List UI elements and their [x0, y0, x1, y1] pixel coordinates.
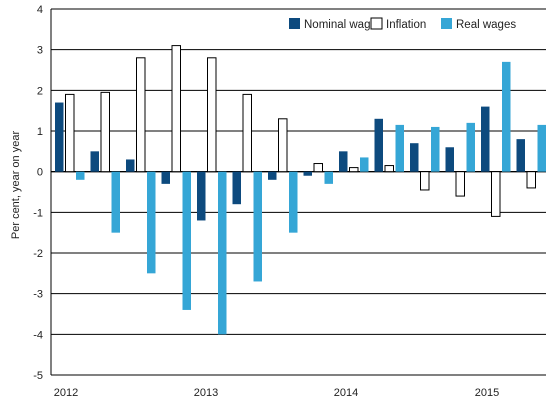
bar-real-wages: [76, 171, 85, 180]
grid: [51, 8, 546, 376]
bar-inflation: [136, 57, 146, 173]
bar-inflation: [349, 167, 359, 173]
legend-swatch: [370, 17, 383, 30]
bar-nominal-wages: [374, 118, 383, 172]
bar-inflation: [171, 45, 181, 173]
x-tick-label: 2015: [475, 387, 499, 399]
axes: 4 3 2 1 0 -1 -2 -3 -4 -5 2012 2013 2014 2015: [33, 4, 499, 399]
bar-nominal-wages: [481, 106, 490, 172]
bar-inflation: [278, 118, 288, 173]
bar-nominal-wages: [197, 171, 206, 221]
bar-real-wages: [253, 171, 262, 282]
y-tick-label: -2: [33, 248, 43, 260]
bar-real-wages: [537, 124, 546, 172]
bar-nominal-wages: [126, 159, 135, 172]
bar-nominal-wages: [445, 147, 454, 172]
y-tick-label: 2: [37, 85, 43, 97]
y-tick-label: -4: [33, 329, 43, 341]
legend-item: Inflation: [370, 17, 426, 31]
bar-real-wages: [395, 124, 404, 172]
bar-inflation: [242, 93, 252, 173]
bar-real-wages: [502, 61, 511, 172]
bar-inflation: [65, 93, 75, 173]
bar-real-wages: [360, 157, 369, 172]
bar-nominal-wages: [232, 171, 241, 205]
bar-inflation: [384, 165, 394, 173]
bar-real-wages: [289, 171, 298, 233]
y-tick-label: -1: [33, 207, 43, 219]
bars: [55, 45, 546, 335]
legend-label: Inflation: [386, 19, 426, 31]
bar-nominal-wages: [268, 171, 277, 180]
bar-nominal-wages: [516, 139, 525, 172]
legend: Nominal wages Inflation Real wages: [289, 17, 516, 31]
bar-nominal-wages: [410, 143, 419, 172]
bar-nominal-wages: [339, 151, 348, 172]
legend-label: Real wages: [456, 19, 516, 31]
bar-inflation: [207, 57, 217, 173]
bar-real-wages: [218, 171, 227, 335]
bar-inflation: [313, 163, 323, 173]
bar-nominal-wages: [90, 151, 99, 172]
x-tick-label: 2013: [194, 387, 218, 399]
bar-inflation: [420, 171, 430, 191]
x-tick-label: 2012: [54, 387, 78, 399]
y-axis-title: Per cent, year on year: [10, 131, 22, 240]
legend-label: Nominal wages: [304, 19, 383, 31]
y-tick-label: -5: [33, 370, 43, 382]
bar-inflation: [455, 171, 465, 197]
y-tick-label: 4: [37, 4, 43, 16]
y-tick-label: 1: [37, 126, 43, 138]
bar-real-wages: [111, 171, 120, 233]
bar-inflation: [100, 91, 110, 173]
y-tick-label: -3: [33, 289, 43, 301]
bar-nominal-wages: [161, 171, 170, 184]
bar-nominal-wages: [55, 102, 64, 172]
legend-swatch: [289, 18, 300, 29]
bar-real-wages: [431, 126, 440, 172]
y-tick-label: 3: [37, 45, 43, 57]
legend-item: Nominal wages: [289, 18, 383, 31]
bar-real-wages: [466, 122, 475, 172]
bar-real-wages: [182, 171, 191, 310]
legend-item: Real wages: [441, 18, 516, 31]
bar-inflation: [491, 171, 501, 217]
y-tick-label: 0: [37, 167, 43, 179]
legend-swatch: [441, 18, 452, 29]
bar-inflation: [526, 171, 536, 189]
x-tick-label: 2014: [334, 387, 358, 399]
bar-nominal-wages: [303, 171, 312, 176]
bar-real-wages: [324, 171, 333, 184]
bar-real-wages: [147, 171, 156, 274]
